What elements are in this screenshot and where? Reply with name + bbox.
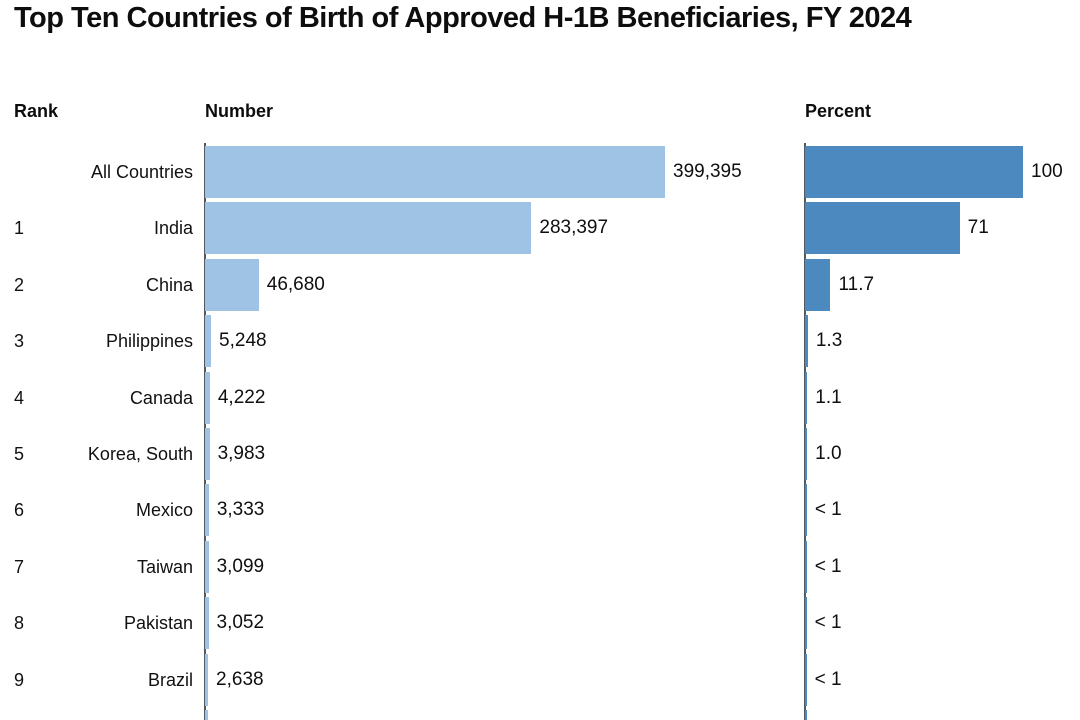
rank-label: 5 (14, 444, 25, 464)
percent-bar (805, 146, 1023, 198)
chart-row-partial (0, 710, 1080, 720)
country-label: Korea, South (87, 444, 193, 464)
number-value-label: 283,397 (539, 217, 609, 239)
number-bar (205, 258, 259, 311)
chart-row: 3 Philippines 5,248 1.3 (0, 315, 1080, 368)
number-value-label: 5,248 (219, 330, 267, 352)
number-value-label: 3,099 (216, 555, 265, 577)
chart-row: 5 Korea, South 3,983 1.0 (0, 428, 1080, 480)
percent-bar (805, 258, 831, 311)
chart-title: Top Ten Countries of Birth of Approved H… (14, 2, 912, 34)
number-bar (205, 484, 209, 537)
country-label: Pakistan (123, 613, 193, 634)
percent-bar (805, 597, 807, 650)
number-value-label: 399,395 (673, 161, 742, 182)
number-value-label: 3,983 (217, 443, 266, 464)
percent-bar (805, 484, 807, 537)
number-bar (205, 540, 209, 593)
country-label: All Countries (90, 162, 193, 182)
percent-value-label: 11.7 (838, 273, 875, 295)
chart-row: All Countries 399,395 100 (0, 146, 1080, 198)
number-value-label: 4,222 (217, 386, 266, 408)
rank-label: 9 (14, 669, 25, 690)
number-bar (205, 371, 210, 424)
chart-row: 1 India 283,397 71 (0, 202, 1080, 255)
chart-row: 6 Mexico 3,333 < 1 (0, 484, 1080, 537)
percent-bar (805, 202, 960, 255)
percent-bar (805, 428, 808, 480)
number-value-label: 2,638 (216, 668, 264, 690)
number-value-label: 3,333 (216, 499, 265, 521)
number-bar (205, 428, 210, 480)
percent-bar (805, 315, 808, 368)
rank-label: 4 (14, 387, 25, 408)
number-bar (205, 710, 208, 720)
percent-value-label: < 1 (814, 499, 842, 521)
rank-label: 8 (14, 613, 25, 634)
percent-value-label: 1.0 (815, 443, 842, 464)
country-label: Brazil (147, 669, 193, 690)
number-bar (205, 597, 209, 650)
percent-value-label: < 1 (814, 668, 842, 690)
percent-bar (805, 710, 807, 720)
rank-label: 3 (14, 331, 25, 352)
percent-value-label: 1.3 (815, 330, 843, 352)
number-value-label: 46,680 (266, 273, 325, 295)
column-header-rank: Rank (14, 101, 59, 121)
chart-row: 7 Taiwan 3,099 < 1 (0, 540, 1080, 593)
rank-label: 2 (14, 274, 25, 295)
number-bar (205, 146, 665, 198)
country-label: Mexico (135, 500, 193, 521)
number-bar (205, 653, 209, 706)
country-label: China (145, 274, 193, 295)
number-value-label: 3,052 (216, 612, 265, 634)
rank-label: 1 (14, 218, 25, 239)
country-label: India (153, 218, 193, 239)
chart-row: 2 China 46,680 11.7 (0, 258, 1080, 311)
percent-value-label: 100 (1031, 161, 1063, 182)
country-label: Philippines (105, 331, 193, 352)
percent-value-label: 1.1 (815, 386, 842, 408)
percent-bar (805, 371, 808, 424)
number-bar (205, 202, 532, 255)
chart-row: 9 Brazil 2,638 < 1 (0, 653, 1080, 706)
percent-value-label: < 1 (814, 612, 842, 634)
number-bar (205, 315, 212, 368)
column-header-percent: Percent (805, 101, 872, 121)
chart-row: 8 Pakistan 3,052 < 1 (0, 597, 1080, 650)
percent-value-label: < 1 (814, 555, 842, 577)
rank-label: 6 (14, 500, 25, 521)
percent-value-label: 71 (967, 217, 989, 239)
country-label: Taiwan (136, 556, 193, 577)
country-label: Canada (129, 387, 193, 408)
percent-bar (805, 540, 807, 593)
rank-label: 7 (14, 556, 25, 577)
chart-row: 4 Canada 4,222 1.1 (0, 371, 1080, 424)
percent-bar (805, 653, 807, 706)
column-header-number: Number (205, 101, 274, 121)
